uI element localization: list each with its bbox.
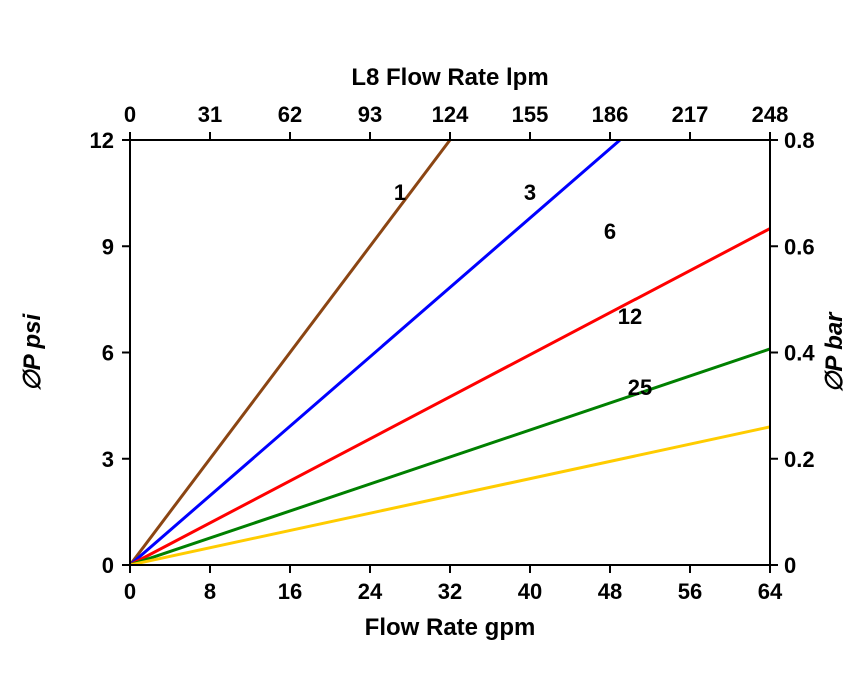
pressure-flow-chart: 0816243240485664031629312415518621724803… [0,0,860,700]
x-bottom-tick-label: 24 [358,579,383,604]
x-top-tick-label: 62 [278,102,302,127]
y-right-axis-label: ∅P bar [821,311,848,393]
y-right-tick-label: 0.4 [784,341,815,366]
x-bottom-tick-label: 48 [598,579,622,604]
y-left-axis-label: ∅P psi [19,312,46,391]
x-top-tick-label: 248 [752,102,789,127]
y-left-tick-label: 3 [102,447,114,472]
x-top-tick-label: 0 [124,102,136,127]
y-left-tick-label: 12 [90,128,114,153]
y-right-tick-label: 0.6 [784,234,815,259]
y-right-tick-label: 0.2 [784,447,815,472]
x-top-tick-label: 186 [592,102,629,127]
x-bottom-tick-label: 32 [438,579,462,604]
y-right-tick-label: 0.8 [784,128,815,153]
x-bottom-tick-label: 16 [278,579,302,604]
x-bottom-tick-label: 8 [204,579,216,604]
x-top-tick-label: 155 [512,102,549,127]
y-left-tick-label: 6 [102,341,114,366]
series-label-1: 1 [394,180,406,205]
series-label-3: 3 [524,180,536,205]
y-left-tick-label: 9 [102,234,114,259]
series-label-12: 12 [618,304,642,329]
x-bottom-tick-label: 56 [678,579,702,604]
x-bottom-axis-label: Flow Rate gpm [365,614,536,641]
series-label-25: 25 [628,375,652,400]
series-label-6: 6 [604,219,616,244]
x-top-tick-label: 31 [198,102,222,127]
x-bottom-tick-label: 64 [758,579,783,604]
x-top-tick-label: 93 [358,102,382,127]
y-left-tick-label: 0 [102,553,114,578]
chart-container: 0816243240485664031629312415518621724803… [0,0,860,700]
chart-title-top: L8 Flow Rate lpm [351,64,548,91]
x-bottom-tick-label: 0 [124,579,136,604]
x-bottom-tick-label: 40 [518,579,542,604]
y-right-tick-label: 0 [784,553,796,578]
x-top-tick-label: 217 [672,102,709,127]
x-top-tick-label: 124 [432,102,469,127]
